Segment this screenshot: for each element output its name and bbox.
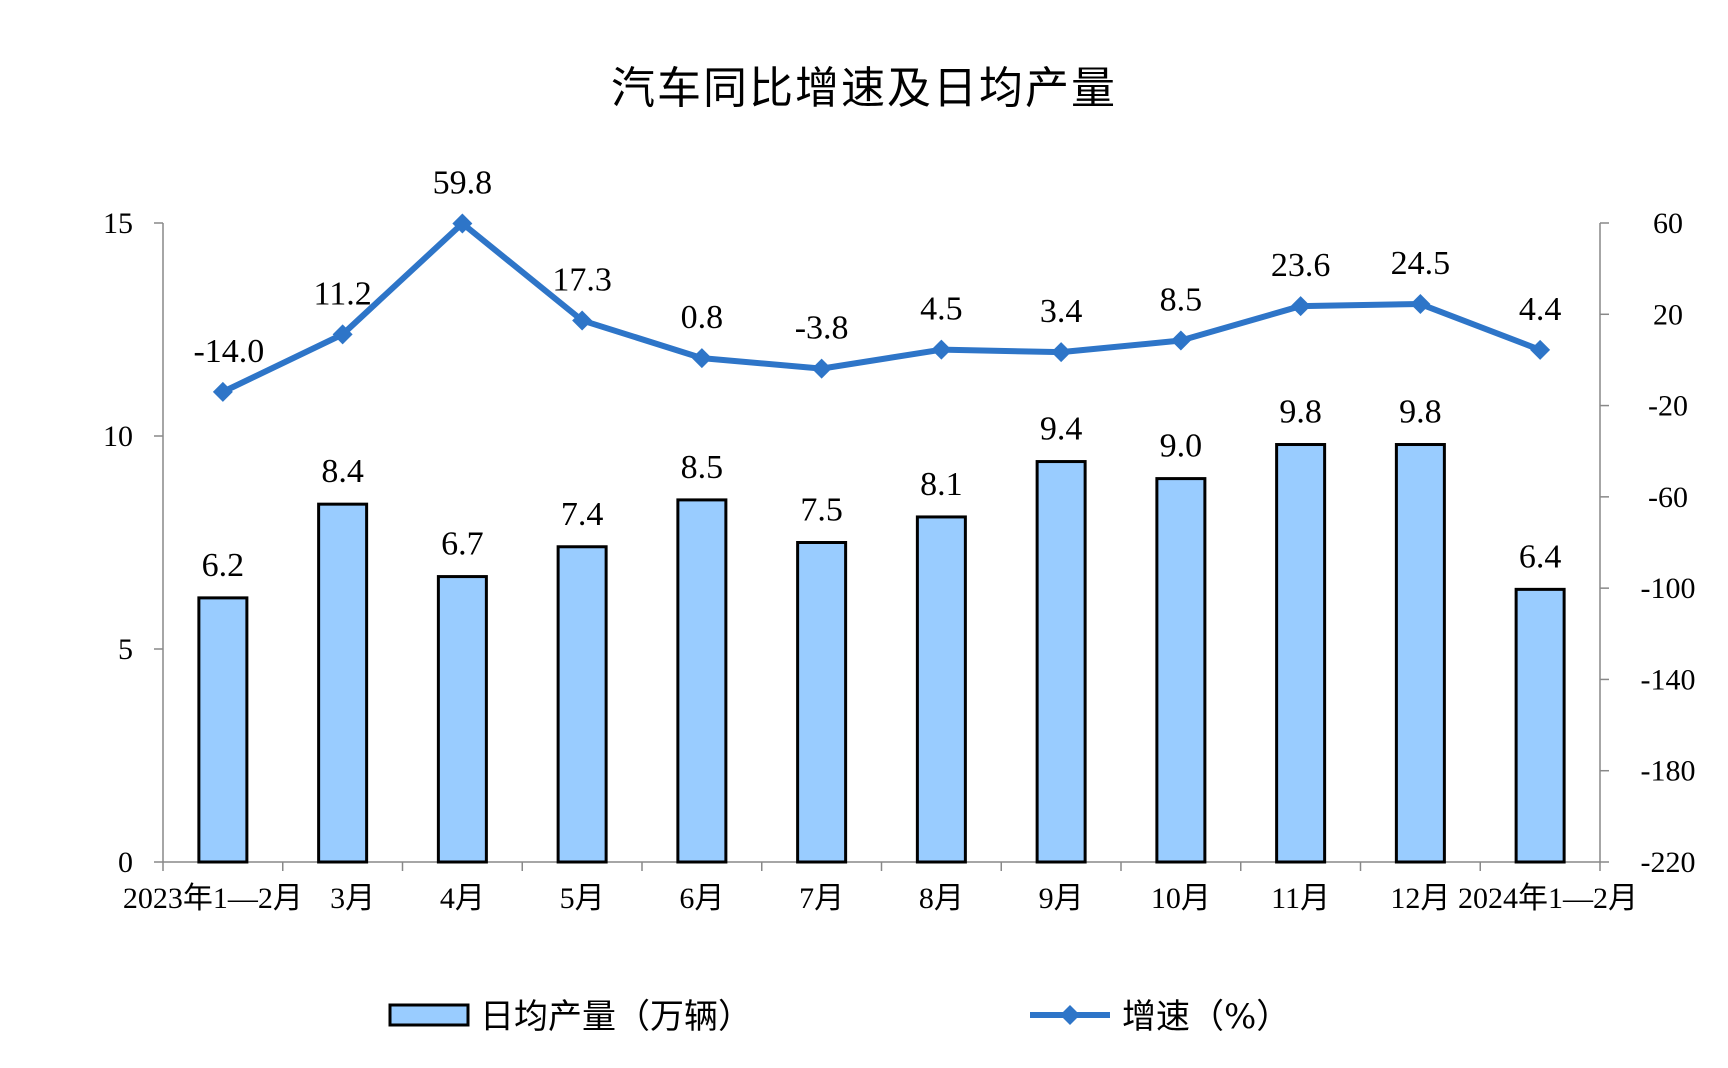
legend-bar-label: 日均产量（万辆） [480,997,752,1037]
left-tick-label: 10 [103,420,133,453]
line-point-marker [931,339,952,360]
line-value-label: 59.8 [433,164,493,201]
right-tick-label: 60 [1653,207,1683,240]
left-tick-label: 5 [118,633,133,666]
right-tick-label: -20 [1648,390,1688,423]
left-tick-label: 0 [118,846,133,879]
line-point-marker [691,348,712,369]
line-point-marker [1051,342,1072,363]
bar-value-label: 9.0 [1160,428,1203,465]
line-value-label: 3.4 [1040,293,1083,330]
bar-value-label: 9.4 [1040,411,1083,448]
x-category-label: 3月 [330,882,375,915]
line-point-marker [811,358,832,379]
line-point-marker [1290,296,1311,317]
bar [1394,443,1446,864]
right-tick-label: -60 [1648,481,1688,514]
bar-value-label: 9.8 [1279,394,1322,431]
x-category-label: 10月 [1151,882,1211,915]
bar [317,502,369,864]
line-value-label: -3.8 [795,310,849,347]
right-tick-label: -180 [1641,755,1696,788]
x-category-label: 9月 [1039,882,1084,915]
bar [796,541,848,864]
bar-value-label: 8.5 [681,449,724,486]
line-point-marker [1410,294,1431,315]
line-value-label: 17.3 [552,261,612,298]
bar-value-label: 8.1 [920,466,963,503]
bar [436,575,488,864]
line-value-label: 8.5 [1160,282,1203,319]
right-tick-label: 20 [1653,298,1683,331]
line-value-label: 4.5 [920,291,963,328]
bar [556,545,608,864]
legend: 日均产量（万辆） 增速（%） [388,997,1290,1037]
right-tick-label: -140 [1641,663,1696,696]
line-value-label: 23.6 [1271,247,1331,284]
bar-value-label: 6.4 [1519,538,1562,575]
line-point-marker [452,213,473,234]
bar-series [197,443,1566,864]
x-category-label: 12月 [1390,882,1450,915]
bar-value-label: 6.2 [202,547,245,584]
legend-line-label: 增速（%） [1122,997,1290,1037]
legend-bar-swatch [388,1003,470,1027]
line-value-label: 0.8 [681,299,724,336]
right-tick-label: -220 [1641,846,1696,879]
left-tick-label: 15 [103,207,133,240]
line-point-marker [1170,330,1191,351]
x-category-label: 2023年1—2月 [123,882,303,915]
bar-value-label: 8.4 [321,453,364,490]
line-point-marker [332,324,353,345]
x-category-label: 4月 [440,882,485,915]
line-point-marker [572,310,593,331]
x-category-label: 11月 [1271,882,1330,915]
bar [1155,477,1207,864]
bar [676,498,728,864]
bar-value-label: 7.5 [800,492,843,529]
data-labels: 6.2 8.4 6.7 7.4 8.5 7.5 8.1 9.4 9.0 9.8 9.8 6.4 -14.… [193,164,1561,583]
bar [915,515,967,864]
right-tick-label: -100 [1641,572,1696,605]
bar-value-label: 6.7 [441,526,484,563]
bar [1514,587,1566,864]
x-category-label: 2024年1—2月 [1458,882,1638,915]
line-value-label: -14.0 [193,333,264,370]
x-category-label: 6月 [679,882,724,915]
bar-value-label: 7.4 [561,496,604,533]
bar [197,596,249,864]
growth-line [221,220,1542,395]
legend-line-marker [1060,1005,1080,1025]
line-series [212,213,1551,402]
x-category-label: 8月 [919,882,964,915]
line-value-label: 4.4 [1519,291,1562,328]
line-value-label: 24.5 [1391,245,1451,282]
chart-title: 汽车同比增速及日均产量 [611,63,1117,114]
x-category-label: 5月 [560,882,605,915]
bar [1035,460,1087,864]
bar [1275,443,1327,864]
bar-value-label: 9.8 [1399,394,1442,431]
line-point-marker [212,381,233,402]
line-value-label: 11.2 [314,275,372,312]
x-category-label: 7月 [799,882,844,915]
axes: 0 5 10 15 -220 -180 -140 -100 -60 -20 20 60 2023年1—2… [103,207,1696,915]
line-point-marker [1530,339,1551,360]
